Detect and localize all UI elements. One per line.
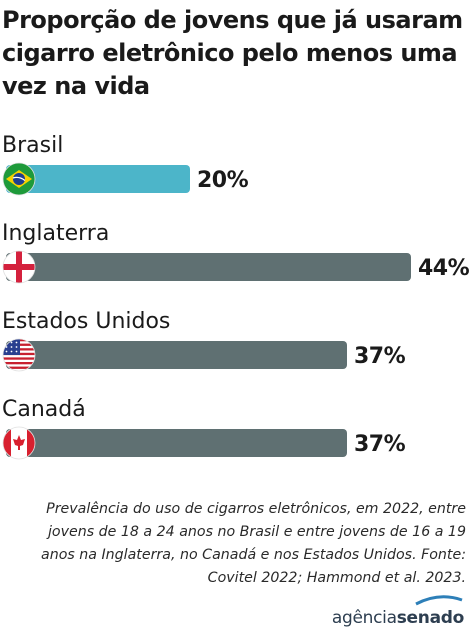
category-label: Inglaterra	[2, 221, 109, 246]
bar	[6, 429, 347, 457]
category-label: Brasil	[2, 133, 63, 158]
agencia-senado-logo: agênciasenado	[332, 608, 464, 628]
logo-text-senado: senado	[396, 608, 465, 628]
england-flag-icon	[2, 250, 36, 284]
bar-row: Estados Unidos 37%	[2, 309, 406, 372]
category-label: Estados Unidos	[2, 309, 170, 334]
canada-flag-icon	[2, 426, 36, 460]
logo-text-agencia: agência	[331, 608, 397, 628]
logo-swoosh-icon	[415, 595, 463, 606]
value-label: 44%	[418, 256, 470, 281]
value-label: 37%	[354, 432, 406, 457]
usa-flag-icon	[2, 338, 36, 372]
bar-row: Brasil 20%	[2, 133, 249, 196]
bar	[6, 165, 190, 193]
value-label: 20%	[197, 168, 249, 193]
brazil-flag-icon	[2, 162, 36, 196]
bar	[6, 341, 347, 369]
bar	[6, 253, 411, 281]
chart-title: Proporção de jovens que já usaram cigarr…	[2, 6, 463, 100]
bar-row: Canadá 37%	[2, 397, 406, 460]
bar-row: Inglaterra 44%	[2, 221, 470, 284]
footnote: Prevalência do uso de cigarros eletrônic…	[41, 501, 466, 586]
value-label: 37%	[354, 344, 406, 369]
category-label: Canadá	[2, 397, 86, 422]
